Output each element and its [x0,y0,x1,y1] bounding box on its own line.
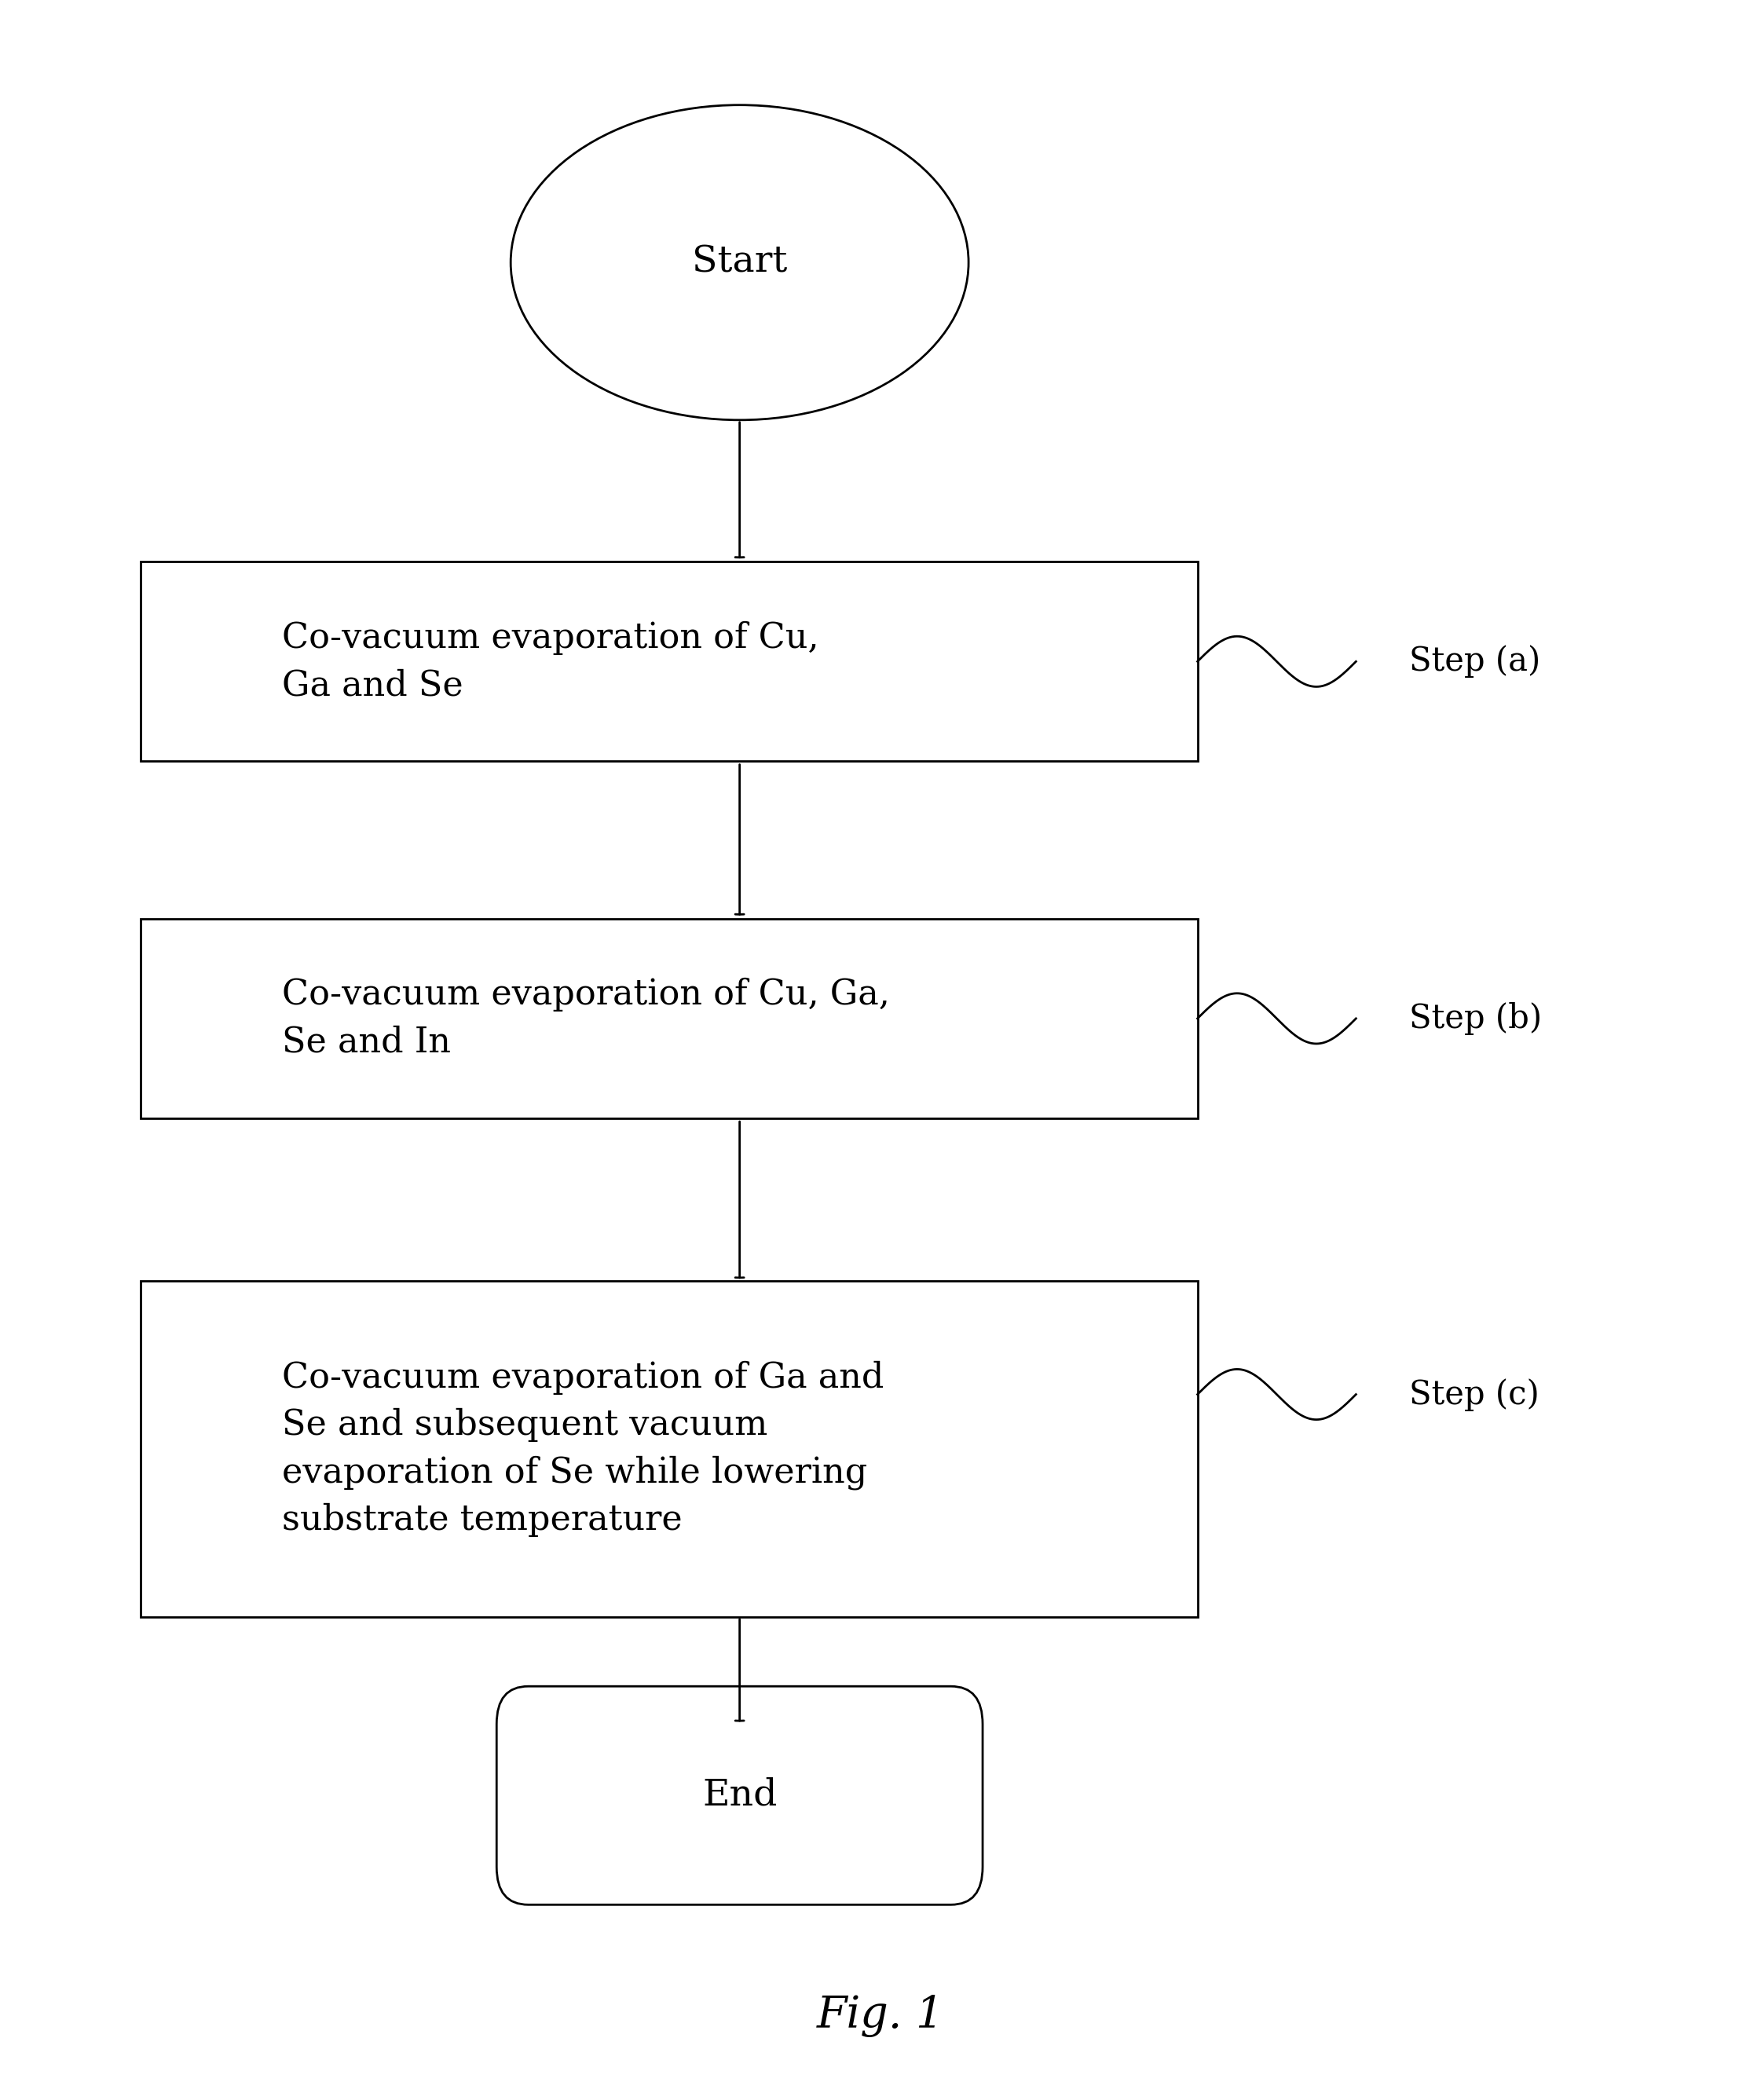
Ellipse shape [511,105,969,420]
Bar [141,561,1197,760]
FancyBboxPatch shape [497,1686,983,1905]
Bar [141,1281,1197,1617]
Text: End: End [703,1779,777,1812]
Text: Co-vacuum evaporation of Cu, Ga,
Se and In: Co-vacuum evaporation of Cu, Ga, Se and … [282,979,889,1058]
Bar [141,920,1197,1117]
Text: Co-vacuum evaporation of Cu,
Ga and Se: Co-vacuum evaporation of Cu, Ga and Se [282,622,819,701]
Text: Co-vacuum evaporation of Ga and
Se and subsequent vacuum
evaporation of Se while: Co-vacuum evaporation of Ga and Se and s… [282,1361,884,1537]
Text: Fig. 1: Fig. 1 [817,1995,944,2037]
Text: Step (a): Step (a) [1409,645,1541,678]
Text: Step (b): Step (b) [1409,1002,1541,1035]
Text: Step (c): Step (c) [1409,1378,1539,1411]
Text: Start: Start [692,246,787,279]
